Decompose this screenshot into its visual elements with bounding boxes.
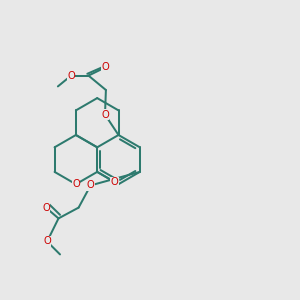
- Text: O: O: [101, 62, 109, 73]
- Text: O: O: [101, 110, 109, 120]
- Text: O: O: [42, 202, 50, 213]
- Text: O: O: [43, 236, 51, 247]
- Text: O: O: [87, 180, 94, 190]
- Text: O: O: [72, 179, 80, 189]
- Text: O: O: [111, 177, 119, 187]
- Text: O: O: [67, 70, 75, 81]
